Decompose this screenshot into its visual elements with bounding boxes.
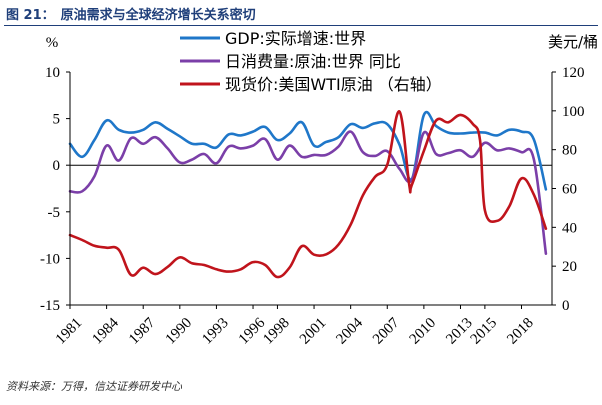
legend-label: 日消费量:原油:世界 同比 <box>225 52 401 71</box>
left-axis-unit: % <box>46 35 59 51</box>
figure-title: 图 21： 原油需求与全球经济增长关系密切 <box>6 4 256 23</box>
left-tick-label: 0 <box>53 158 61 174</box>
figure-label: 图 21： <box>6 8 55 23</box>
right-axis-unit: 美元/桶 <box>548 33 598 51</box>
x-tick-label: 2010 <box>407 315 440 348</box>
x-tick-label: 2007 <box>370 315 403 348</box>
x-tick-label: 2013 <box>443 315 476 348</box>
left-tick-label: -10 <box>40 251 60 267</box>
x-tick-label: 2018 <box>504 315 537 348</box>
x-tick-label: 2004 <box>333 315 366 348</box>
x-tick-label: 1996 <box>236 315 269 348</box>
legend-label: 现货价:美国WTI原油 （右轴） <box>225 75 442 94</box>
legend-label: GDP:实际增速:世界 <box>225 29 366 48</box>
left-tick-label: 10 <box>45 65 60 81</box>
title-rule <box>4 25 598 26</box>
right-tick-label: 20 <box>562 259 577 275</box>
left-tick-label: -5 <box>48 205 61 221</box>
x-tick-label: 2015 <box>468 315 501 348</box>
wti-price-line <box>68 110 548 279</box>
x-tick-label: 2001 <box>297 315 330 348</box>
source-note: 资料来源：万得，信达证券研发中心 <box>6 380 182 393</box>
right-tick-label: 80 <box>562 143 577 159</box>
figure-title-text: 原油需求与全球经济增长关系密切 <box>60 8 256 23</box>
right-tick-label: 40 <box>562 220 577 236</box>
right-tick-label: 100 <box>562 104 585 120</box>
right-tick-label: 0 <box>562 298 570 314</box>
left-tick-label: -15 <box>40 298 60 314</box>
x-tick-label: 1981 <box>53 315 86 348</box>
x-tick-label: 1987 <box>126 315 159 348</box>
x-tick-label: 1998 <box>260 315 293 348</box>
right-tick-label: 120 <box>562 65 585 81</box>
x-tick-label: 1993 <box>199 315 232 348</box>
oil-consumption-yoy-line <box>68 130 548 255</box>
left-tick-label: 5 <box>53 112 61 128</box>
right-tick-label: 60 <box>562 182 577 198</box>
series-layer <box>68 110 548 279</box>
gdp-growth-line <box>68 110 548 191</box>
x-tick-label: 1984 <box>89 315 122 348</box>
x-tick-label: 1990 <box>163 315 196 348</box>
